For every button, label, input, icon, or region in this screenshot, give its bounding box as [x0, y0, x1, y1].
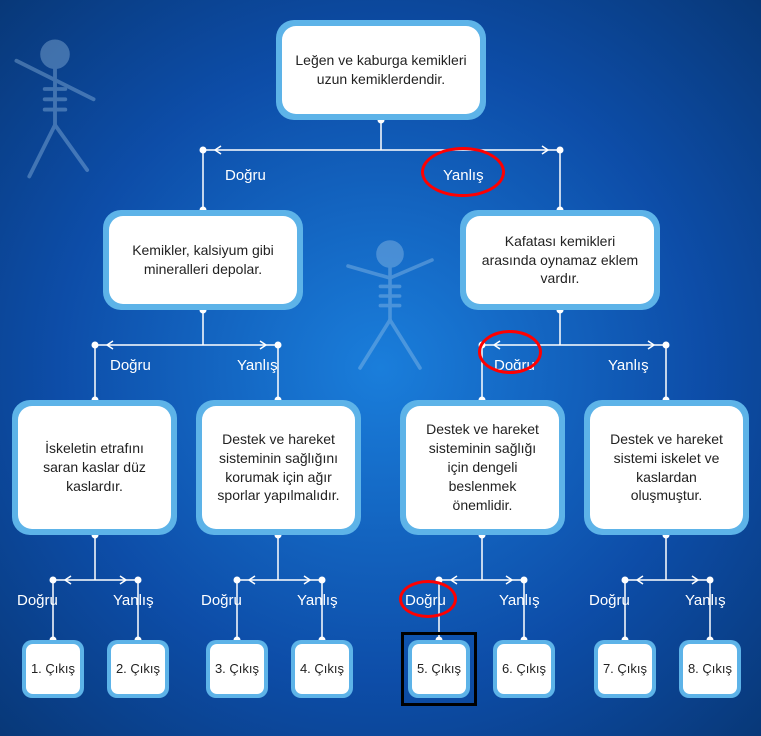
node-level1-left: Kemikler, kalsiyum gibi mineralleri depo… — [103, 210, 303, 310]
edge-label: Yanlış — [237, 357, 278, 374]
exit-2: 2. Çıkış — [107, 640, 169, 698]
node-level2-4: Destek ve hareket sistemi iskelet ve kas… — [584, 400, 749, 535]
node-level1-right: Kafatası kemikleri arasında oynamaz ekle… — [460, 210, 660, 310]
edge-label: Yanlış — [113, 592, 154, 609]
edge-label: Yanlış — [499, 592, 540, 609]
node-level2-2: Destek ve hareket sisteminin sağlığını k… — [196, 400, 361, 535]
edge-label: Doğru — [225, 167, 266, 184]
exit-label: 8. Çıkış — [683, 644, 737, 694]
node-level2-3: Destek ve hareket sisteminin sağlığı içi… — [400, 400, 565, 535]
node-text: Destek ve hareket sisteminin sağlığı içi… — [406, 406, 559, 529]
exit-4: 4. Çıkış — [291, 640, 353, 698]
node-text: Destek ve hareket sisteminin sağlığını k… — [202, 406, 355, 529]
node-text: Leğen ve kaburga kemikleri uzun kemikler… — [282, 26, 480, 114]
edge-label: Yanlış — [608, 357, 649, 374]
circle-annotation — [399, 580, 457, 618]
exit-label: 7. Çıkış — [598, 644, 652, 694]
exit-label: 4. Çıkış — [295, 644, 349, 694]
edge-label: Doğru — [589, 592, 630, 609]
node-text: Kemikler, kalsiyum gibi mineralleri depo… — [109, 216, 297, 304]
exit-label: 3. Çıkış — [210, 644, 264, 694]
edge-label: Doğru — [17, 592, 58, 609]
circle-annotation — [421, 147, 505, 197]
edge-label: Yanlış — [297, 592, 338, 609]
rect-annotation — [401, 632, 477, 706]
edge-label: Doğru — [110, 357, 151, 374]
exit-3: 3. Çıkış — [206, 640, 268, 698]
exit-label: 2. Çıkış — [111, 644, 165, 694]
exit-6: 6. Çıkış — [493, 640, 555, 698]
exit-label: 1. Çıkış — [26, 644, 80, 694]
node-text: Kafatası kemikleri arasında oynamaz ekle… — [466, 216, 654, 304]
exit-7: 7. Çıkış — [594, 640, 656, 698]
circle-annotation — [478, 330, 542, 374]
exit-1: 1. Çıkış — [22, 640, 84, 698]
edge-label: Doğru — [201, 592, 242, 609]
exit-label: 6. Çıkış — [497, 644, 551, 694]
edge-label: Yanlış — [685, 592, 726, 609]
node-level2-1: İskeletin etrafını saran kaslar düz kasl… — [12, 400, 177, 535]
node-text: İskeletin etrafını saran kaslar düz kasl… — [18, 406, 171, 529]
exit-8: 8. Çıkış — [679, 640, 741, 698]
node-root: Leğen ve kaburga kemikleri uzun kemikler… — [276, 20, 486, 120]
node-text: Destek ve hareket sistemi iskelet ve kas… — [590, 406, 743, 529]
